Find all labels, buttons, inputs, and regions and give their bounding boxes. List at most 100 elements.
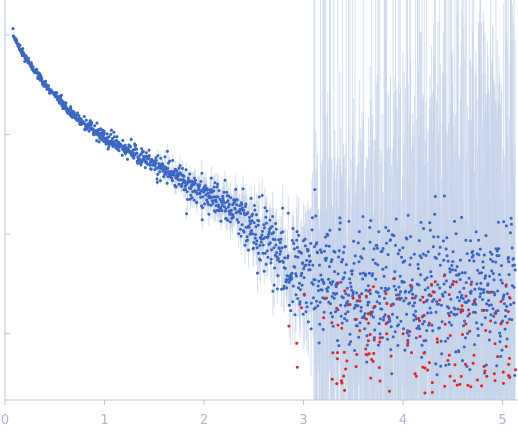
data-point xyxy=(253,204,256,207)
data-point xyxy=(419,273,423,277)
data-point xyxy=(227,194,231,198)
data-point xyxy=(353,254,357,258)
data-point xyxy=(467,276,471,280)
data-point xyxy=(147,148,151,152)
data-point xyxy=(487,299,491,302)
negative-data-point xyxy=(448,374,452,378)
data-point xyxy=(224,207,228,211)
data-point xyxy=(316,284,320,288)
data-point xyxy=(306,248,310,252)
data-point xyxy=(329,302,332,306)
data-point xyxy=(509,216,513,220)
negative-data-point xyxy=(418,335,422,338)
negative-data-point xyxy=(422,351,426,355)
data-point xyxy=(426,250,430,254)
data-point xyxy=(194,178,197,182)
data-point xyxy=(503,314,507,318)
negative-data-point xyxy=(446,359,450,362)
data-point xyxy=(320,250,323,254)
data-point xyxy=(285,286,289,290)
negative-data-point xyxy=(459,374,463,378)
data-point xyxy=(325,256,328,260)
data-point xyxy=(192,198,196,202)
data-point xyxy=(242,208,246,212)
data-point xyxy=(489,303,493,307)
data-point xyxy=(220,209,224,213)
data-point xyxy=(347,219,351,223)
data-point xyxy=(340,260,344,264)
data-point xyxy=(428,228,432,232)
data-point xyxy=(184,168,188,172)
data-point xyxy=(373,328,377,332)
data-point xyxy=(423,288,427,292)
data-point xyxy=(301,261,305,265)
negative-data-point xyxy=(336,323,340,327)
data-point xyxy=(509,303,513,307)
data-point xyxy=(357,230,361,234)
data-point xyxy=(226,205,230,209)
data-point xyxy=(221,196,225,200)
data-point xyxy=(226,199,230,203)
data-point xyxy=(385,241,388,245)
data-point xyxy=(254,242,258,246)
data-point xyxy=(513,373,517,377)
data-point xyxy=(254,225,258,229)
data-point xyxy=(458,278,462,282)
data-point xyxy=(154,159,158,162)
negative-data-point xyxy=(324,296,328,300)
data-point xyxy=(136,161,140,165)
data-point xyxy=(355,324,359,328)
data-point xyxy=(494,247,498,251)
data-point xyxy=(497,247,501,251)
data-point xyxy=(275,251,279,255)
data-point xyxy=(405,331,409,335)
data-point xyxy=(209,203,213,207)
data-point xyxy=(120,153,124,157)
data-point xyxy=(474,311,478,314)
data-point xyxy=(323,249,326,253)
data-point xyxy=(448,270,452,274)
data-point xyxy=(159,156,163,160)
data-point xyxy=(457,272,461,276)
data-point xyxy=(453,219,456,223)
data-point xyxy=(483,276,487,280)
data-point xyxy=(296,297,300,301)
data-point xyxy=(289,309,293,313)
negative-data-point xyxy=(480,384,484,388)
data-point xyxy=(392,234,396,238)
data-point xyxy=(255,246,259,250)
data-point xyxy=(406,213,410,217)
negative-data-point xyxy=(499,300,503,303)
data-point xyxy=(287,280,291,284)
data-point xyxy=(298,300,302,304)
data-point xyxy=(204,193,208,197)
data-point xyxy=(29,61,33,65)
data-point xyxy=(250,219,254,223)
negative-data-point xyxy=(422,313,426,317)
data-point xyxy=(344,312,348,316)
data-point xyxy=(356,299,360,303)
data-point xyxy=(231,213,235,217)
negative-data-point xyxy=(492,372,496,376)
data-point xyxy=(148,163,152,167)
data-point xyxy=(485,302,489,306)
data-point xyxy=(106,147,110,151)
data-point xyxy=(256,223,260,227)
data-point xyxy=(464,238,468,242)
data-point xyxy=(436,302,440,306)
negative-data-point xyxy=(430,282,433,286)
data-point xyxy=(447,362,451,366)
data-point xyxy=(425,276,429,280)
data-point xyxy=(316,304,320,308)
negative-data-point xyxy=(287,324,291,328)
data-point xyxy=(141,150,145,153)
data-point xyxy=(315,241,319,245)
data-point xyxy=(496,309,500,313)
data-point xyxy=(372,336,376,340)
data-point xyxy=(422,227,426,230)
data-point xyxy=(345,286,349,290)
negative-data-point xyxy=(469,385,473,389)
data-point xyxy=(431,329,435,333)
data-point xyxy=(350,272,354,276)
negative-data-point xyxy=(504,345,508,348)
